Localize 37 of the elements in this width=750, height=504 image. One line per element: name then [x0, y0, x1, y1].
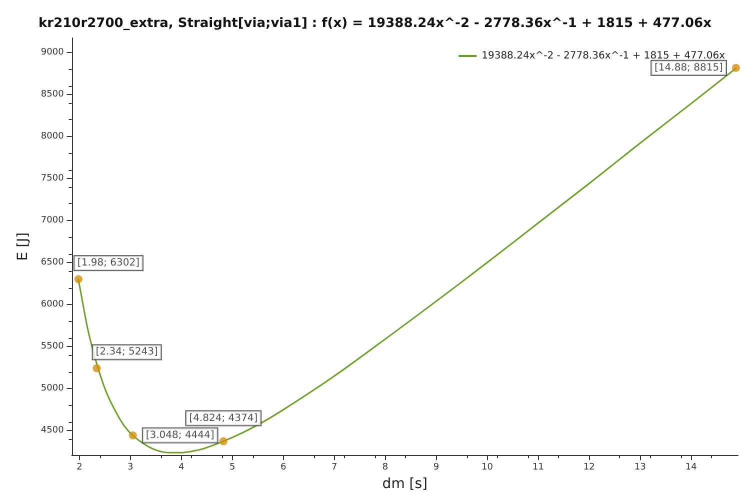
- x-tick-label: 13: [634, 462, 646, 473]
- x-axis-title: dm [s]: [382, 476, 428, 492]
- y-tick-label: 5500: [40, 342, 64, 352]
- data-label: [2.34; 5243]: [96, 346, 158, 358]
- point: [219, 437, 228, 446]
- y-tick-label: 7500: [40, 173, 64, 184]
- y-tick-label: 9000: [40, 47, 64, 58]
- data-label: [4.824; 4374]: [189, 412, 258, 424]
- y-tick-label: 6000: [40, 300, 64, 310]
- data-label: [14.88; 8815]: [654, 62, 724, 74]
- point: [732, 64, 740, 72]
- x-tick-label: 11: [532, 462, 544, 473]
- x-tick-label: 3: [128, 462, 134, 473]
- x-tick-label: 8: [382, 462, 388, 473]
- point: [74, 275, 82, 284]
- x-tick-label: 4: [178, 462, 185, 473]
- x-tick-label: 5: [229, 462, 236, 473]
- x-tick-label: 10: [481, 462, 494, 473]
- point: [92, 364, 101, 372]
- y-tick-label: 8500: [40, 89, 64, 100]
- x-tick-label: 6: [280, 462, 286, 473]
- legend-label: 19388.24x^-2 - 2778.36x^-1 + 1815 + 477.06x: [482, 50, 726, 62]
- y-tick-label: 4500: [40, 426, 64, 436]
- data-label: [3.048; 4444]: [146, 430, 214, 441]
- x-tick-label: 12: [583, 462, 595, 473]
- y-tick-label: 8000: [40, 131, 64, 142]
- x-tick-label: 2: [76, 462, 82, 473]
- y-tick-label: 6500: [40, 258, 64, 268]
- x-tick-label: 14: [685, 462, 698, 473]
- y-tick-label: 5000: [40, 384, 64, 394]
- y-axis-title: E [J]: [15, 232, 31, 261]
- point: [128, 431, 137, 440]
- chart-title: kr210r2700_extra, Straight[via;via1] : f(x) = 19388.24x^-2 - 2778.36x^-1 + 1815 + 477.06x: [38, 16, 712, 31]
- x-tick-label: 7: [331, 462, 338, 473]
- y-tick-label: 7000: [40, 215, 64, 226]
- data-label: [1.98; 6302]: [77, 258, 140, 269]
- x-tick-label: 9: [433, 462, 440, 473]
